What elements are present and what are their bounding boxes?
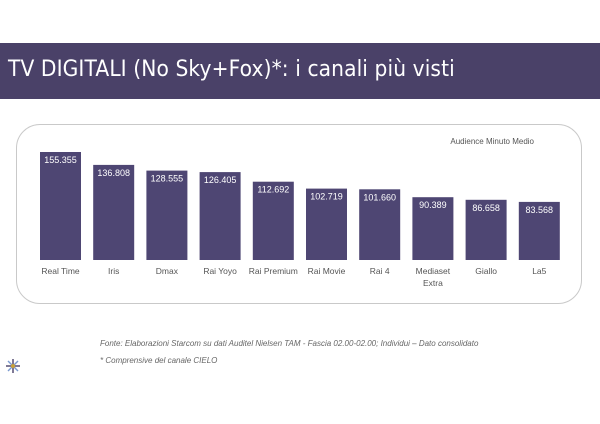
bar-value-label: 101.660 xyxy=(363,192,396,202)
bar-value-label: 136.808 xyxy=(97,168,130,178)
starburst-logo-icon xyxy=(6,359,20,373)
bar-value-label: 112.692 xyxy=(257,185,289,195)
source-footnote: Fonte: Elaborazioni Starcom su dati Audi… xyxy=(100,339,479,348)
bar xyxy=(252,181,294,260)
category-label: Dmax xyxy=(156,266,179,276)
bar xyxy=(93,164,135,260)
category-label: Mediaset Extra xyxy=(416,266,451,288)
bar-value-label: 102.719 xyxy=(310,192,343,202)
bars-group: 155.355 Real Time 136.808 Iris 128.555 Dmax 12… xyxy=(40,152,560,288)
category-label: La5 xyxy=(532,266,546,276)
category-label: Real Time xyxy=(41,266,80,276)
bar xyxy=(146,170,188,260)
category-label: Iris xyxy=(108,266,119,276)
bar xyxy=(359,189,401,260)
bar xyxy=(40,152,81,260)
chart-legend: Audience Minuto Medio xyxy=(450,137,534,146)
title-bar: TV DIGITALI (No Sky+Fox)*: i canali più … xyxy=(0,43,600,99)
category-label: Rai Yoyo xyxy=(203,266,237,276)
bar-value-label: 90.389 xyxy=(419,200,447,210)
category-label: Rai Premium xyxy=(249,266,298,276)
category-label: Giallo xyxy=(475,266,497,276)
category-label: Rai 4 xyxy=(370,266,390,276)
chart-frame xyxy=(16,124,582,304)
bar xyxy=(306,188,347,260)
bar xyxy=(199,172,241,260)
bar-value-label: 83.568 xyxy=(526,205,554,215)
note-footnote: * Comprensive del canale CIELO xyxy=(100,356,218,365)
bar-value-label: 155.355 xyxy=(44,155,77,165)
bar-value-label: 86.658 xyxy=(472,203,500,213)
bar-value-label: 128.555 xyxy=(151,174,184,184)
bar-value-label: 126.405 xyxy=(204,175,237,185)
bar xyxy=(465,199,507,260)
bar xyxy=(518,201,560,260)
page-title: TV DIGITALI (No Sky+Fox)*: i canali più … xyxy=(8,57,455,82)
bar xyxy=(412,197,454,260)
category-label: Rai Movie xyxy=(308,266,346,276)
